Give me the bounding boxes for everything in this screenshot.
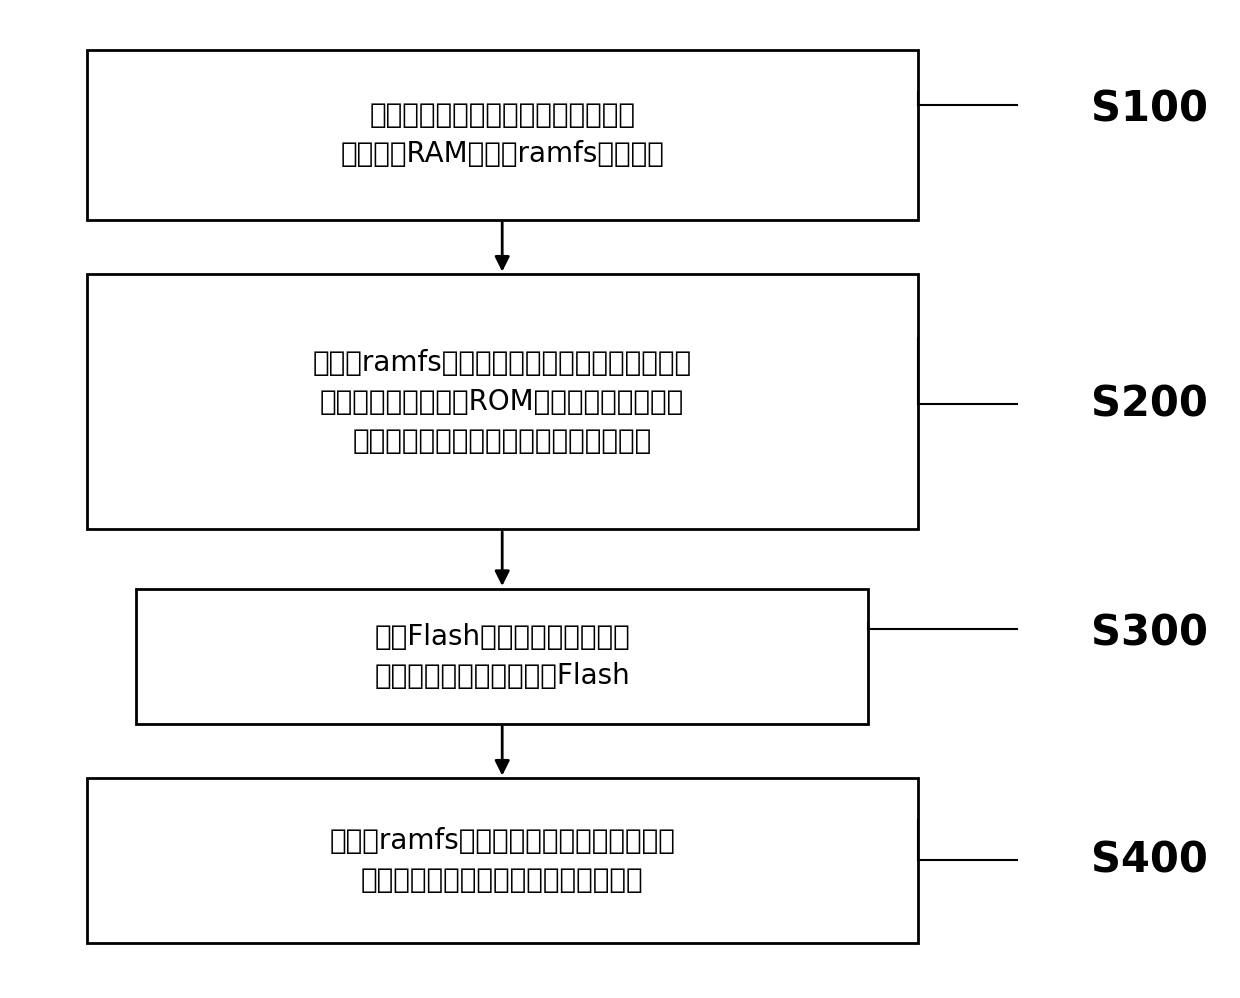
Bar [87, 274, 918, 529]
Text: S100: S100 [1091, 89, 1208, 131]
Text: 运行预设升级脚本，所述预设升级脚
本启动在RAM中创建ramfs文件系统: 运行预设升级脚本，所述预设升级脚 本启动在RAM中创建ramfs文件系统 [340, 101, 665, 169]
Bar [136, 589, 868, 724]
Text: 在所述ramfs文件系统中生成预设路径和软链接
；所述预设路径为从ROM调用目标固件文件的
路径；所述软链接为预设命令的链接地址: 在所述ramfs文件系统中生成预设路径和软链接 ；所述预设路径为从ROM调用目标… [312, 348, 692, 455]
Text: 在所述ramfs文件系统中调用所述软链接执
行重启操作，完成所述目标固件的升级: 在所述ramfs文件系统中调用所述软链接执 行重启操作，完成所述目标固件的升级 [330, 827, 675, 894]
Text: S200: S200 [1091, 383, 1208, 425]
Text: S300: S300 [1091, 613, 1208, 655]
Text: 擦除Flash，根据所述预设路径
写入所述目标固件文件至Flash: 擦除Flash，根据所述预设路径 写入所述目标固件文件至Flash [374, 623, 630, 690]
Bar [87, 778, 918, 943]
Bar [87, 50, 918, 220]
Text: S400: S400 [1091, 839, 1208, 881]
